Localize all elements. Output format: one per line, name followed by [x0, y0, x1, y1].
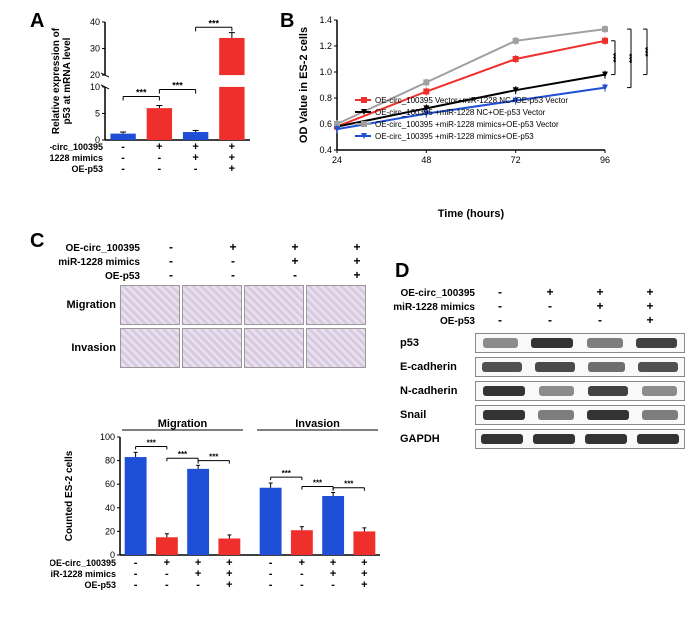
svg-text:48: 48 — [421, 155, 431, 165]
svg-text:***: *** — [344, 480, 354, 489]
svg-text:-: - — [158, 163, 162, 175]
svg-text:***: *** — [136, 87, 147, 97]
svg-text:24: 24 — [332, 155, 342, 165]
svg-text:100: 100 — [100, 432, 115, 442]
svg-text:***: *** — [612, 52, 621, 62]
svg-text:Time (hours): Time (hours) — [438, 208, 505, 220]
svg-text:OD Value in ES-2 cells: OD Value in ES-2 cells — [298, 27, 310, 143]
panel-d-blots: OE-circ_100395-+++miR-1228 mimics--++OE-… — [400, 285, 690, 453]
panel-c-chart: 020406080100Counted ES-2 cellsMigrationI… — [50, 415, 390, 610]
svg-text:miR-1228 mimics: miR-1228 mimics — [50, 153, 103, 163]
svg-text:***: *** — [209, 453, 219, 462]
svg-text:5: 5 — [95, 108, 100, 118]
svg-text:1.2: 1.2 — [319, 41, 332, 51]
svg-text:Invasion: Invasion — [295, 418, 340, 430]
svg-text:-: - — [165, 579, 169, 591]
svg-text:***: *** — [644, 46, 653, 56]
svg-text:80: 80 — [105, 456, 115, 466]
svg-text:40: 40 — [90, 17, 100, 27]
svg-text:Relative expression ofp53 at m: Relative expression ofp53 at mRNA level — [51, 27, 73, 134]
svg-text:20: 20 — [90, 70, 100, 80]
panel-c-images-block: OE-circ_100395-+++miR-1228 mimics--++OE-… — [50, 240, 390, 368]
svg-text:30: 30 — [90, 44, 100, 54]
svg-text:0.4: 0.4 — [319, 145, 332, 155]
panel-b-label: B — [280, 10, 294, 33]
svg-text:20: 20 — [105, 526, 115, 536]
svg-text:***: *** — [147, 438, 157, 447]
svg-text:-: - — [121, 163, 125, 175]
svg-text:OE-p53: OE-p53 — [71, 164, 103, 174]
panel-a-label: A — [30, 10, 44, 33]
svg-text:-: - — [269, 579, 273, 591]
svg-text:+: + — [361, 579, 367, 591]
svg-text:-: - — [331, 579, 335, 591]
svg-text:72: 72 — [511, 155, 521, 165]
svg-text:-: - — [196, 579, 200, 591]
svg-text:0.6: 0.6 — [319, 119, 332, 129]
svg-text:1.4: 1.4 — [319, 15, 332, 25]
svg-text:Migration: Migration — [158, 418, 208, 430]
svg-text:0.8: 0.8 — [319, 93, 332, 103]
svg-text:+: + — [226, 579, 232, 591]
svg-text:***: *** — [628, 53, 637, 63]
svg-text:-: - — [194, 163, 198, 175]
svg-text:OE-p53: OE-p53 — [84, 580, 116, 590]
svg-text:40: 40 — [105, 503, 115, 513]
svg-text:OE-circ_100395 Vector+miR-1228: OE-circ_100395 Vector+miR-1228 NC+OE-p53… — [375, 96, 568, 105]
svg-text:96: 96 — [600, 155, 610, 165]
svg-text:OE-circ_100395: OE-circ_100395 — [50, 558, 116, 568]
panel-d-label: D — [395, 260, 409, 283]
svg-text:10: 10 — [90, 82, 100, 92]
svg-text:OE-circ_100395 +miR-1228 mimic: OE-circ_100395 +miR-1228 mimics+OE-p53 V… — [375, 120, 559, 129]
svg-text:***: *** — [282, 469, 292, 478]
svg-text:***: *** — [313, 479, 323, 488]
svg-text:miR-1228 mimics: miR-1228 mimics — [50, 569, 116, 579]
svg-text:Counted ES-2 cells: Counted ES-2 cells — [64, 450, 75, 541]
svg-text:-: - — [134, 579, 138, 591]
svg-text:***: *** — [178, 450, 188, 459]
panel-a-chart: 0510203040Relative expression ofp53 at m… — [50, 10, 260, 210]
svg-text:OE-circ_100395 +miR-1228 mimic: OE-circ_100395 +miR-1228 mimics+OE-p53 — [375, 132, 534, 141]
svg-text:1.0: 1.0 — [319, 67, 332, 77]
svg-text:-: - — [300, 579, 304, 591]
svg-text:***: *** — [208, 18, 219, 28]
svg-text:+: + — [229, 163, 235, 175]
svg-text:OE-circ_100395: OE-circ_100395 — [50, 142, 103, 152]
svg-text:60: 60 — [105, 479, 115, 489]
svg-text:OE-circ_100395 +miR-1228 NC+OE: OE-circ_100395 +miR-1228 NC+OE-p53 Vecto… — [375, 108, 546, 117]
panel-b-chart: 0.4 0.6 0.8 1.0 1.2 1.4 24 48 72 96 Time (hours) OD… — [295, 10, 692, 220]
svg-text:***: *** — [172, 81, 183, 91]
